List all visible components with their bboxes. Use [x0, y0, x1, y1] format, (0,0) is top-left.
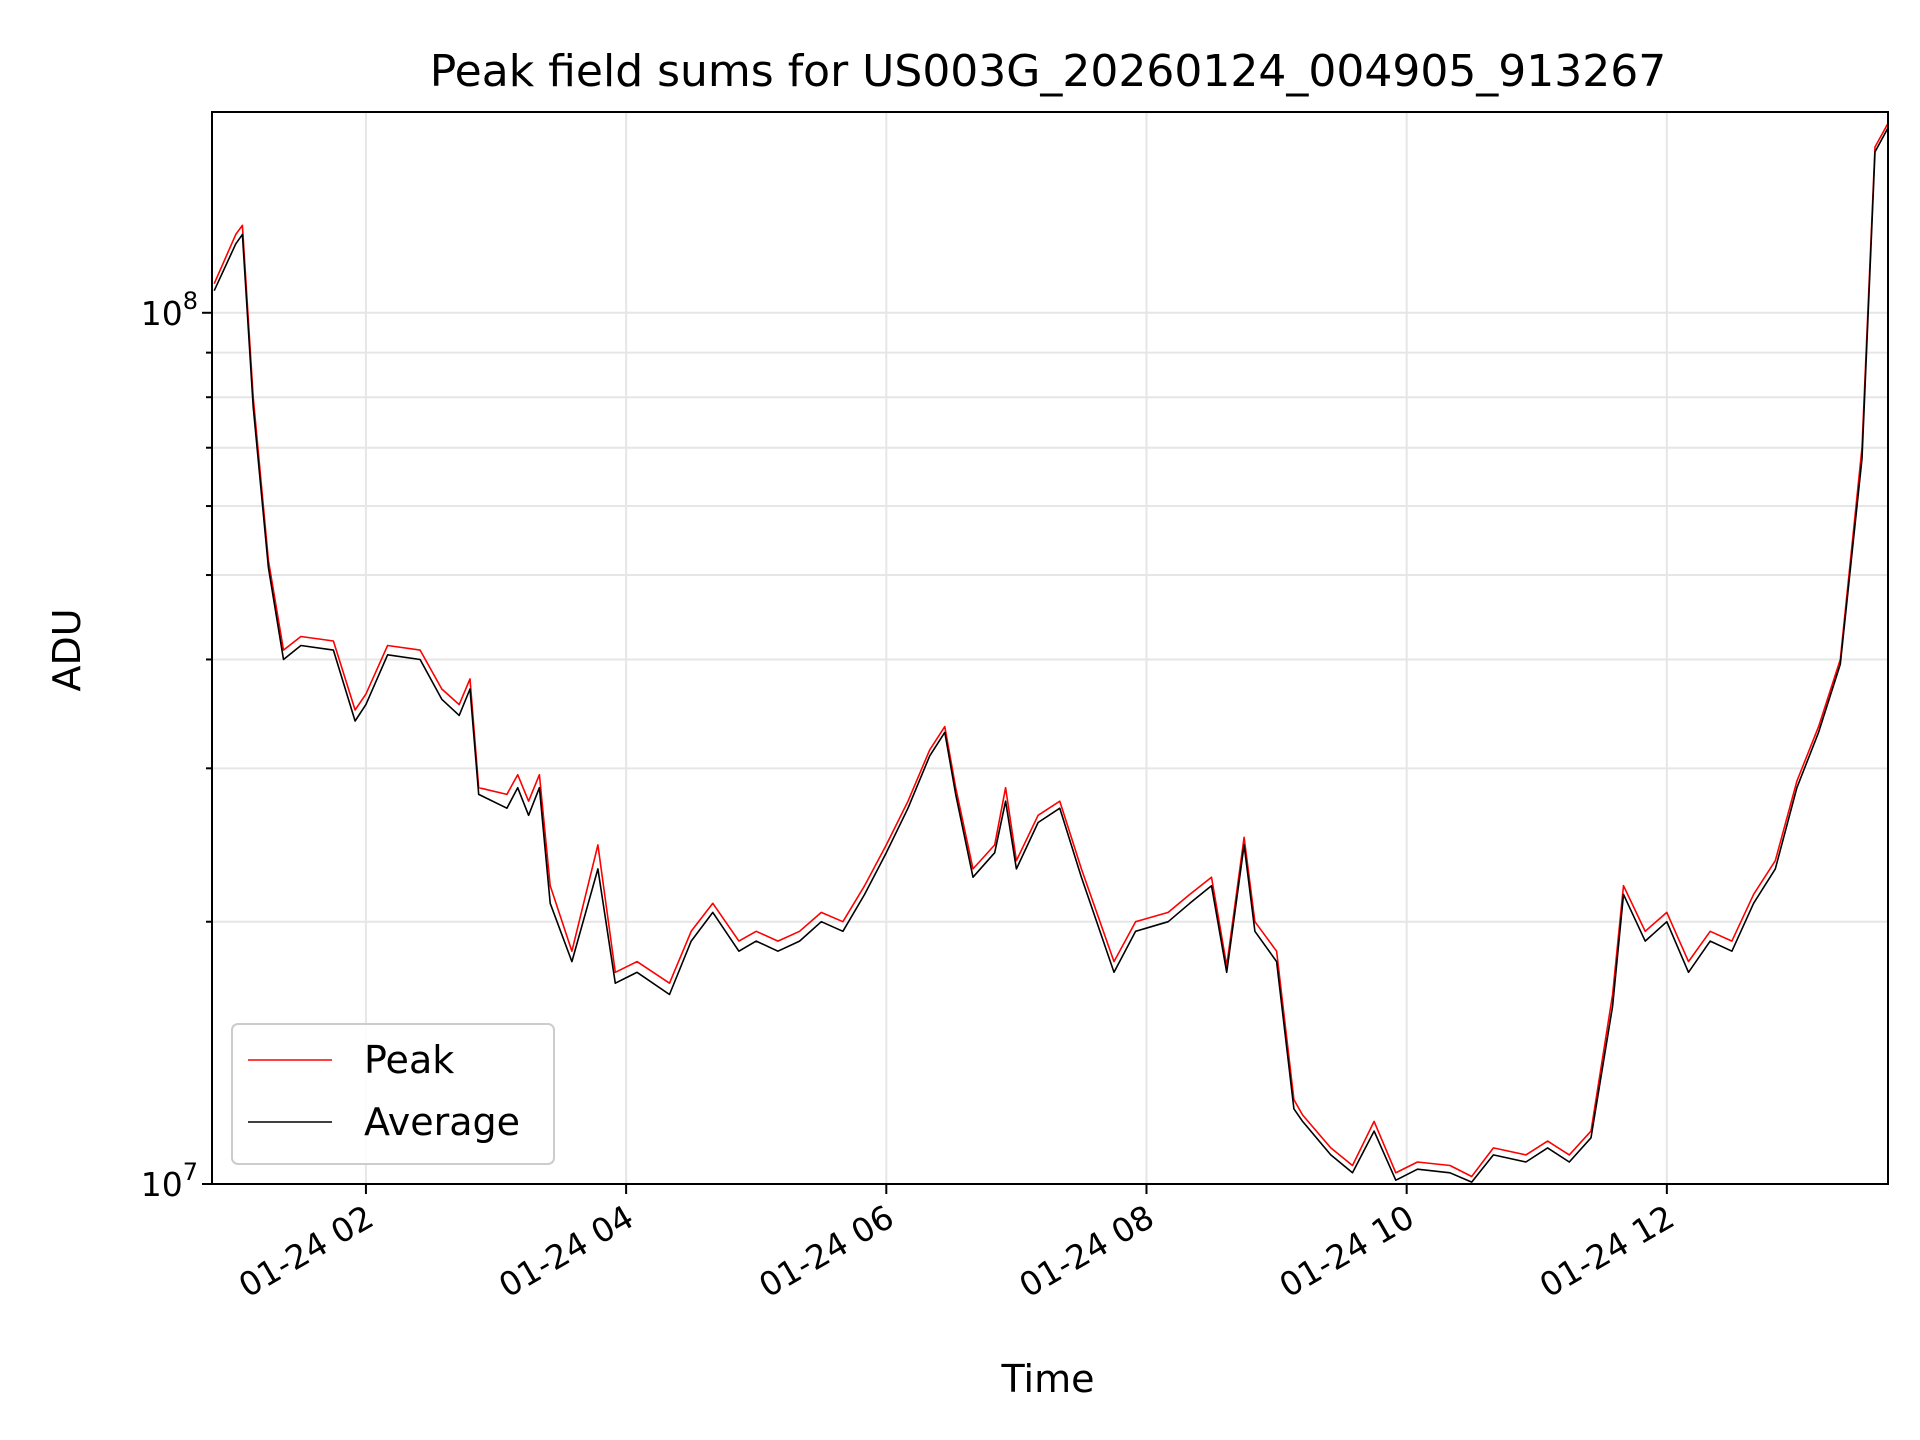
series-layer — [213, 122, 1889, 1183]
plot-frame — [211, 111, 1889, 1185]
series-line-average — [213, 127, 1889, 1183]
legend-label-peak: Peak — [364, 1038, 454, 1082]
grid — [212, 112, 1888, 1185]
y-tick-label: 107 — [141, 1158, 198, 1204]
y-axis-label: ADU — [45, 608, 89, 691]
legend: Peak Average — [231, 1023, 555, 1165]
y-axis: 107 108 — [141, 287, 212, 1204]
y-tick-label: 108 — [141, 287, 198, 333]
legend-box — [231, 1023, 555, 1165]
x-axis-label: Time — [1001, 1357, 1095, 1401]
legend-label-average: Average — [364, 1100, 520, 1144]
chart-title: Peak field sums for US003G_20260124_0049… — [430, 46, 1667, 97]
series-line-peak — [213, 122, 1889, 1178]
